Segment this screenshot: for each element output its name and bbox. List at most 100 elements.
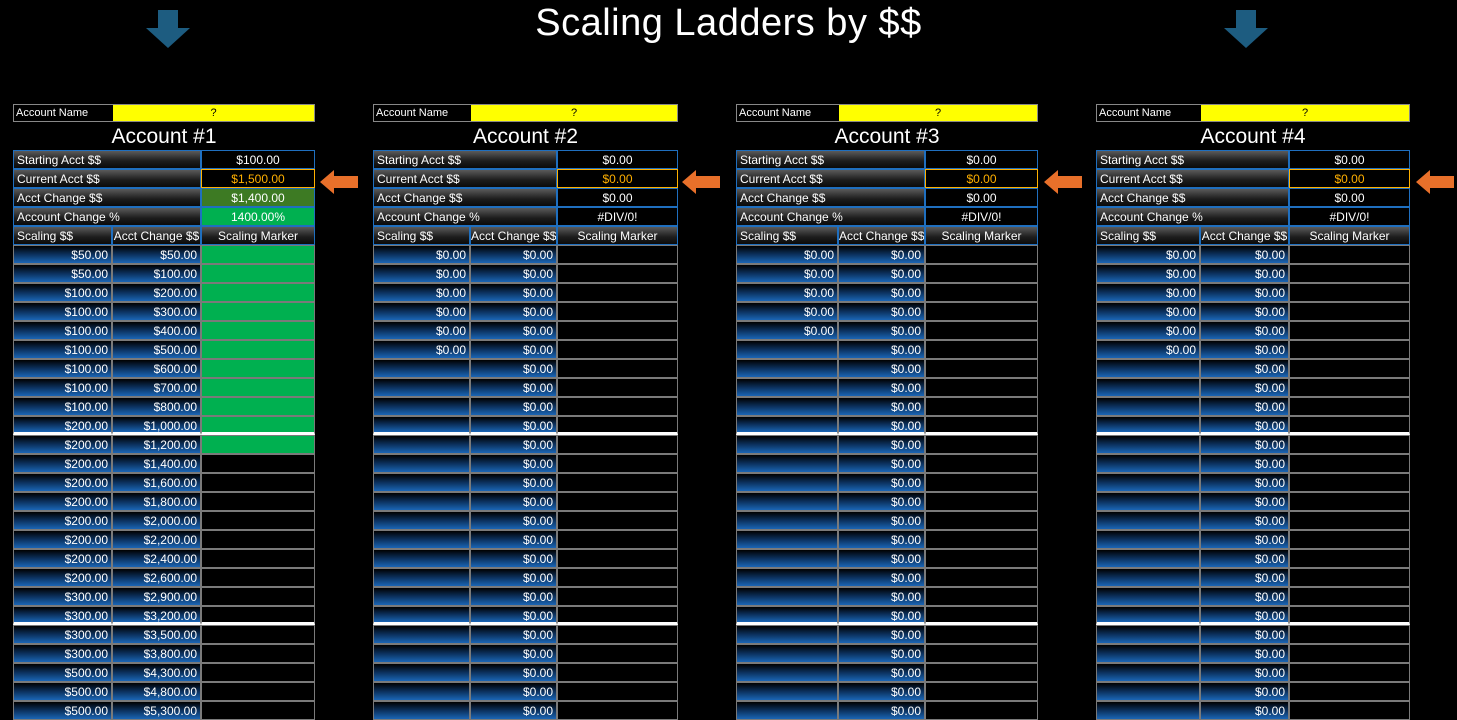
scaling-marker-cell[interactable] <box>925 264 1038 283</box>
scaling-marker-cell[interactable] <box>557 340 678 359</box>
acct-change-cell[interactable]: $0.00 <box>838 283 925 302</box>
scaling-marker-cell[interactable] <box>1289 359 1410 378</box>
acct-change-cell[interactable]: $1,400.00 <box>112 454 201 473</box>
scaling-cell[interactable] <box>736 701 838 720</box>
scaling-cell[interactable]: $0.00 <box>736 245 838 264</box>
acct-change-cell[interactable]: $0.00 <box>470 359 557 378</box>
acct-change-cell[interactable]: $0.00 <box>470 682 557 701</box>
scaling-cell[interactable]: $300.00 <box>13 606 112 625</box>
acct-change-cell[interactable]: $0.00 <box>838 530 925 549</box>
scaling-marker-cell[interactable] <box>1289 587 1410 606</box>
current-acct-value[interactable]: $0.00 <box>557 169 678 188</box>
scaling-cell[interactable] <box>736 663 838 682</box>
acct-change-cell[interactable]: $0.00 <box>838 435 925 454</box>
current-acct-value[interactable]: $0.00 <box>1289 169 1410 188</box>
acct-change-cell[interactable]: $0.00 <box>470 492 557 511</box>
acct-change-cell[interactable]: $1,200.00 <box>112 435 201 454</box>
scaling-marker-cell[interactable] <box>557 359 678 378</box>
acct-change-cell[interactable]: $0.00 <box>838 682 925 701</box>
scaling-cell[interactable] <box>736 549 838 568</box>
acct-change-cell[interactable]: $0.00 <box>838 701 925 720</box>
scaling-marker-cell[interactable] <box>1289 340 1410 359</box>
acct-change-cell[interactable]: $0.00 <box>470 283 557 302</box>
acct-change-cell[interactable]: $0.00 <box>1200 511 1289 530</box>
scaling-marker-cell[interactable] <box>201 378 315 397</box>
acct-change-cell[interactable]: $0.00 <box>838 644 925 663</box>
scaling-marker-cell[interactable] <box>925 663 1038 682</box>
scaling-cell[interactable] <box>1096 663 1200 682</box>
scaling-marker-cell[interactable] <box>201 701 315 720</box>
scaling-cell[interactable]: $300.00 <box>13 587 112 606</box>
scaling-marker-cell[interactable] <box>557 283 678 302</box>
scaling-marker-cell[interactable] <box>201 283 315 302</box>
acct-change-cell[interactable]: $4,800.00 <box>112 682 201 701</box>
scaling-marker-cell[interactable] <box>1289 321 1410 340</box>
scaling-marker-cell[interactable] <box>925 701 1038 720</box>
scaling-marker-cell[interactable] <box>1289 606 1410 625</box>
scaling-cell[interactable]: $0.00 <box>373 283 470 302</box>
scaling-cell[interactable] <box>373 625 470 644</box>
acct-change-cell[interactable]: $0.00 <box>470 340 557 359</box>
scaling-marker-cell[interactable] <box>1289 568 1410 587</box>
scaling-cell[interactable] <box>373 359 470 378</box>
acct-change-cell[interactable]: $0.00 <box>470 568 557 587</box>
acct-change-cell[interactable]: $0.00 <box>470 587 557 606</box>
scaling-marker-cell[interactable] <box>201 663 315 682</box>
scaling-cell[interactable]: $0.00 <box>373 264 470 283</box>
scaling-cell[interactable]: $0.00 <box>736 264 838 283</box>
scaling-cell[interactable] <box>373 606 470 625</box>
acct-change-cell[interactable]: $0.00 <box>470 245 557 264</box>
scaling-marker-cell[interactable] <box>925 587 1038 606</box>
acct-change-cell[interactable]: $1,600.00 <box>112 473 201 492</box>
scaling-cell[interactable] <box>736 340 838 359</box>
scaling-marker-cell[interactable] <box>925 321 1038 340</box>
account-name-input[interactable]: ? <box>839 105 1037 121</box>
scaling-marker-cell[interactable] <box>201 587 315 606</box>
scaling-cell[interactable] <box>1096 454 1200 473</box>
acct-change-cell[interactable]: $4,300.00 <box>112 663 201 682</box>
scaling-cell[interactable] <box>736 511 838 530</box>
acct-change-cell[interactable]: $0.00 <box>838 416 925 435</box>
scaling-marker-cell[interactable] <box>1289 416 1410 435</box>
acct-change-cell[interactable]: $0.00 <box>1200 245 1289 264</box>
scaling-marker-cell[interactable] <box>1289 302 1410 321</box>
scaling-cell[interactable] <box>1096 473 1200 492</box>
scaling-marker-cell[interactable] <box>1289 454 1410 473</box>
acct-change-cell[interactable]: $0.00 <box>470 264 557 283</box>
scaling-marker-cell[interactable] <box>925 549 1038 568</box>
scaling-cell[interactable]: $500.00 <box>13 663 112 682</box>
scaling-cell[interactable] <box>373 530 470 549</box>
scaling-cell[interactable]: $0.00 <box>373 321 470 340</box>
acct-change-cell[interactable]: $0.00 <box>1200 492 1289 511</box>
account-name-input[interactable]: ? <box>471 105 677 121</box>
acct-change-cell[interactable]: $500.00 <box>112 340 201 359</box>
scaling-marker-cell[interactable] <box>201 397 315 416</box>
scaling-marker-cell[interactable] <box>557 682 678 701</box>
acct-change-cell[interactable]: $300.00 <box>112 302 201 321</box>
scaling-marker-cell[interactable] <box>201 511 315 530</box>
scaling-cell[interactable] <box>736 644 838 663</box>
scaling-cell[interactable] <box>1096 397 1200 416</box>
acct-change-cell[interactable]: $0.00 <box>1200 397 1289 416</box>
scaling-cell[interactable]: $200.00 <box>13 473 112 492</box>
acct-change-cell[interactable]: $5,300.00 <box>112 701 201 720</box>
acct-change-cell[interactable]: $0.00 <box>838 587 925 606</box>
acct-change-cell[interactable]: $0.00 <box>1200 359 1289 378</box>
acct-change-cell[interactable]: $0.00 <box>838 340 925 359</box>
scaling-cell[interactable] <box>1096 549 1200 568</box>
scaling-cell[interactable] <box>373 416 470 435</box>
scaling-cell[interactable] <box>373 378 470 397</box>
scaling-marker-cell[interactable] <box>1289 701 1410 720</box>
scaling-marker-cell[interactable] <box>557 701 678 720</box>
acct-change-cell[interactable]: $100.00 <box>112 264 201 283</box>
scaling-marker-cell[interactable] <box>557 264 678 283</box>
scaling-cell[interactable]: $300.00 <box>13 625 112 644</box>
acct-change-cell[interactable]: $0.00 <box>470 378 557 397</box>
acct-change-cell[interactable]: $0.00 <box>470 663 557 682</box>
scaling-marker-cell[interactable] <box>925 454 1038 473</box>
scaling-marker-cell[interactable] <box>1289 397 1410 416</box>
scaling-cell[interactable] <box>736 606 838 625</box>
scaling-marker-cell[interactable] <box>925 625 1038 644</box>
scaling-cell[interactable] <box>373 435 470 454</box>
scaling-cell[interactable]: $200.00 <box>13 435 112 454</box>
